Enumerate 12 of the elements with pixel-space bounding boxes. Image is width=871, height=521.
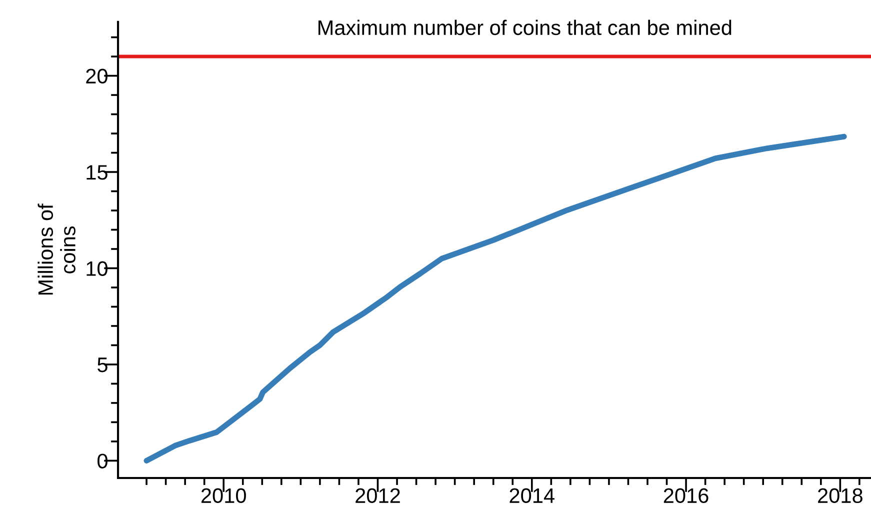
y-tick-label: 15 — [86, 165, 108, 180]
x-tick-label: 2010 — [201, 488, 246, 504]
y-tick-label: 0 — [98, 454, 108, 468]
x-tick-label: 2016 — [664, 488, 708, 504]
x-tick-label: 2014 — [510, 488, 554, 504]
x-tick-label: 2018 — [818, 488, 862, 504]
x-tick-label: 2012 — [356, 488, 400, 504]
y-tick-label: 20 — [86, 68, 108, 84]
ref-line-label: Maximum number of coins that can be mined — [318, 20, 732, 36]
y-tick-label: 5 — [98, 358, 108, 372]
y-tick-label: 10 — [86, 261, 108, 276]
y-axis-title: Millions of coins — [38, 204, 76, 295]
